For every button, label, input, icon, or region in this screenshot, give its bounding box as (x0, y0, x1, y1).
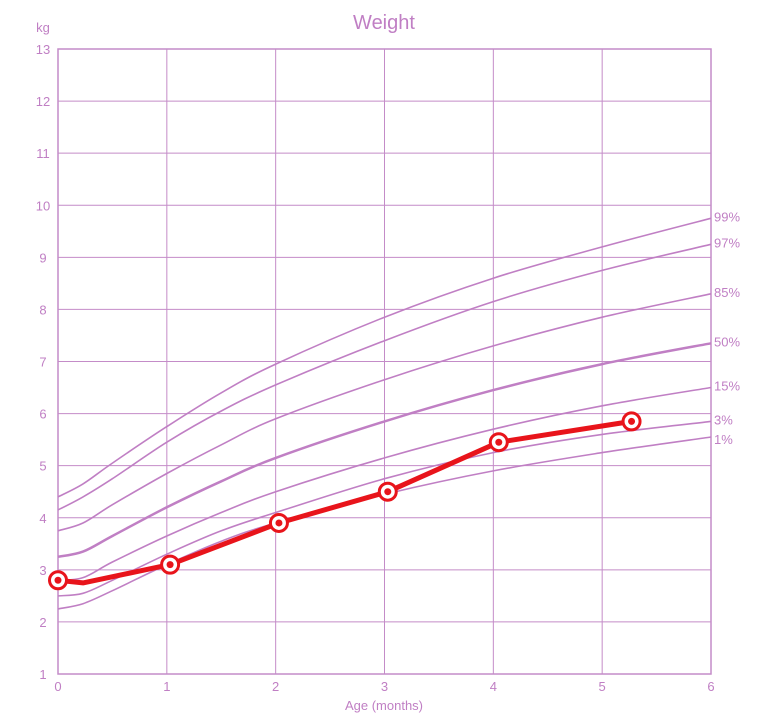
percentile-labels: 99% 97% 85% 50% 15% 3% 1% (714, 209, 740, 447)
plot-frame (57, 48, 712, 675)
x-tick-label: 1 (163, 679, 170, 694)
percentile-curves (57, 217, 712, 610)
percentile-label-3pct: 3% (714, 412, 733, 427)
y-tick-label: 9 (39, 250, 46, 265)
y-tick-label: 11 (36, 146, 50, 161)
measurement-point (48, 570, 68, 591)
measurement-point (488, 432, 509, 453)
y-unit-label: kg (36, 20, 50, 35)
percentile-curve-15pct (57, 386, 712, 582)
measurement-series (48, 411, 642, 591)
y-tick-label: 1 (39, 667, 46, 682)
y-tick-label: 4 (39, 511, 46, 526)
percentile-curve-3pct (57, 420, 712, 597)
y-tick-label: 7 (39, 355, 46, 370)
x-tick-label: 0 (54, 679, 61, 694)
percentile-label-50pct: 50% (714, 334, 740, 349)
y-tick-label: 2 (39, 615, 46, 630)
percentile-curve-50pct (57, 342, 712, 559)
x-tick-label: 3 (381, 679, 388, 694)
x-tick-label: 4 (490, 679, 497, 694)
measurement-line (55, 418, 635, 586)
grid (57, 48, 712, 675)
percentile-curve-99pct (57, 217, 712, 498)
x-tick-label: 2 (272, 679, 279, 694)
measurement-point (377, 481, 398, 502)
y-tick-label: 12 (36, 94, 50, 109)
x-axis-title: Age (months) (345, 698, 423, 713)
y-tick-label: 13 (36, 42, 50, 57)
x-tick-labels: 0 1 2 3 4 5 6 (54, 679, 714, 694)
chart-title: Weight (353, 12, 415, 34)
percentile-label-97pct: 97% (714, 235, 740, 250)
percentile-curve-85pct (57, 293, 712, 532)
percentile-label-15pct: 15% (714, 379, 740, 394)
y-tick-label: 3 (39, 563, 46, 578)
percentile-label-1pct: 1% (714, 432, 733, 447)
measurement-point (160, 554, 181, 575)
y-tick-label: 5 (39, 459, 46, 474)
y-tick-label: 10 (36, 198, 50, 213)
percentile-label-85pct: 85% (714, 285, 740, 300)
x-tick-label: 6 (707, 679, 714, 694)
measurement-point (621, 411, 642, 432)
x-tick-label: 5 (599, 679, 606, 694)
y-tick-label: 6 (39, 407, 46, 422)
percentile-curve-97pct (57, 243, 712, 511)
y-tick-label: 8 (39, 302, 46, 317)
measurement-point (268, 512, 289, 533)
percentile-label-99pct: 99% (714, 209, 740, 224)
